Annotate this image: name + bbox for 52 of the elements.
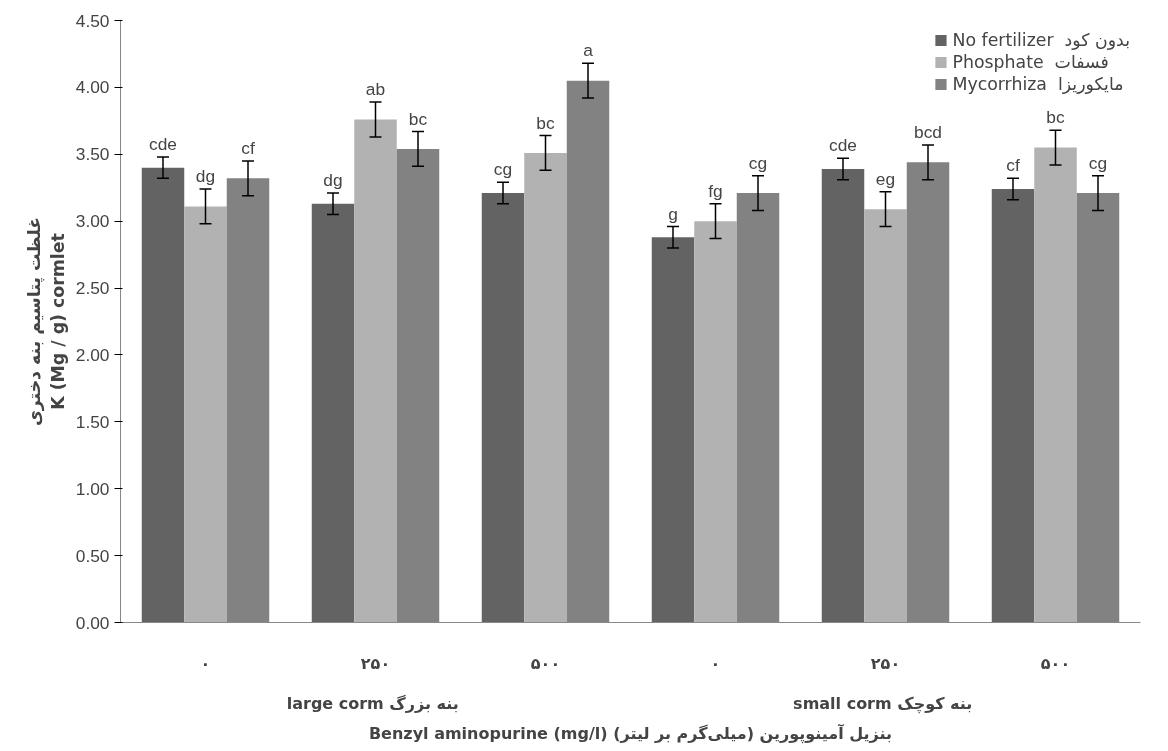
bar bbox=[821, 168, 865, 623]
bar bbox=[354, 119, 397, 623]
x-tick-label: ۲۵۰ bbox=[360, 653, 391, 673]
y-tick-label: 2.00 bbox=[75, 344, 110, 365]
y-tick-label: 0.00 bbox=[75, 612, 110, 633]
data-label: cf bbox=[241, 137, 255, 158]
bar bbox=[311, 203, 355, 623]
bar bbox=[991, 189, 1035, 623]
data-label: cg bbox=[493, 159, 513, 180]
y-tick-label: 1.00 bbox=[75, 478, 110, 499]
x-axis-title: Benzyl aminopurine (mg/l) بنزیل آمینوپورین (میلی‌گرم بر لیتر) bbox=[368, 722, 893, 744]
y-tick-label: 0.50 bbox=[75, 545, 110, 566]
bar bbox=[1034, 147, 1077, 623]
data-label: dg bbox=[195, 166, 216, 187]
bar bbox=[524, 152, 567, 623]
x-tick-label: ۰ bbox=[710, 653, 721, 673]
text: large corm بنه بزرگ bbox=[286, 693, 459, 713]
data-label: cf bbox=[1006, 155, 1020, 176]
legend-label: Phosphate فسفات bbox=[952, 52, 1109, 72]
x-tick-label: ۵۰۰ bbox=[1040, 653, 1071, 673]
y-tick-label: 2.50 bbox=[75, 278, 110, 299]
data-label: a bbox=[583, 40, 594, 61]
bar bbox=[481, 193, 525, 623]
data-label: dg bbox=[323, 170, 343, 191]
y-tick-label: 4.50 bbox=[75, 10, 110, 31]
data-label: cde bbox=[829, 135, 857, 156]
bar bbox=[651, 237, 695, 623]
data-label: bc bbox=[536, 112, 555, 133]
data-label: cg bbox=[1088, 152, 1108, 173]
data-label: cde bbox=[149, 133, 177, 154]
data-label: eg bbox=[875, 168, 896, 189]
text: small corm بنه کوچک bbox=[793, 693, 973, 714]
bar bbox=[694, 221, 737, 623]
x-tick-label: ۵۰۰ bbox=[530, 653, 561, 673]
legend-label: No fertilizer بدون کود bbox=[952, 30, 1130, 50]
bar bbox=[141, 167, 185, 623]
data-label: bc bbox=[1046, 107, 1065, 128]
x-tick-label: ۲۵۰ bbox=[870, 653, 901, 673]
x-tick-label: ۰ bbox=[200, 653, 211, 673]
bar bbox=[184, 206, 227, 623]
legend-label: Mycorrhiza مایکوریزا bbox=[952, 74, 1124, 94]
data-label: cg bbox=[748, 152, 768, 173]
y-tick-label: 4.00 bbox=[75, 77, 110, 98]
bar bbox=[864, 209, 907, 623]
data-label: g bbox=[668, 203, 678, 224]
y-tick-label: 3.00 bbox=[75, 211, 110, 232]
y-tick-label: 1.50 bbox=[75, 411, 110, 432]
data-label: bc bbox=[408, 108, 428, 129]
data-label: fg bbox=[708, 180, 723, 201]
y-tick-label: 3.50 bbox=[75, 144, 110, 165]
data-label: ab bbox=[365, 79, 386, 100]
data-label: bcd bbox=[914, 121, 942, 142]
